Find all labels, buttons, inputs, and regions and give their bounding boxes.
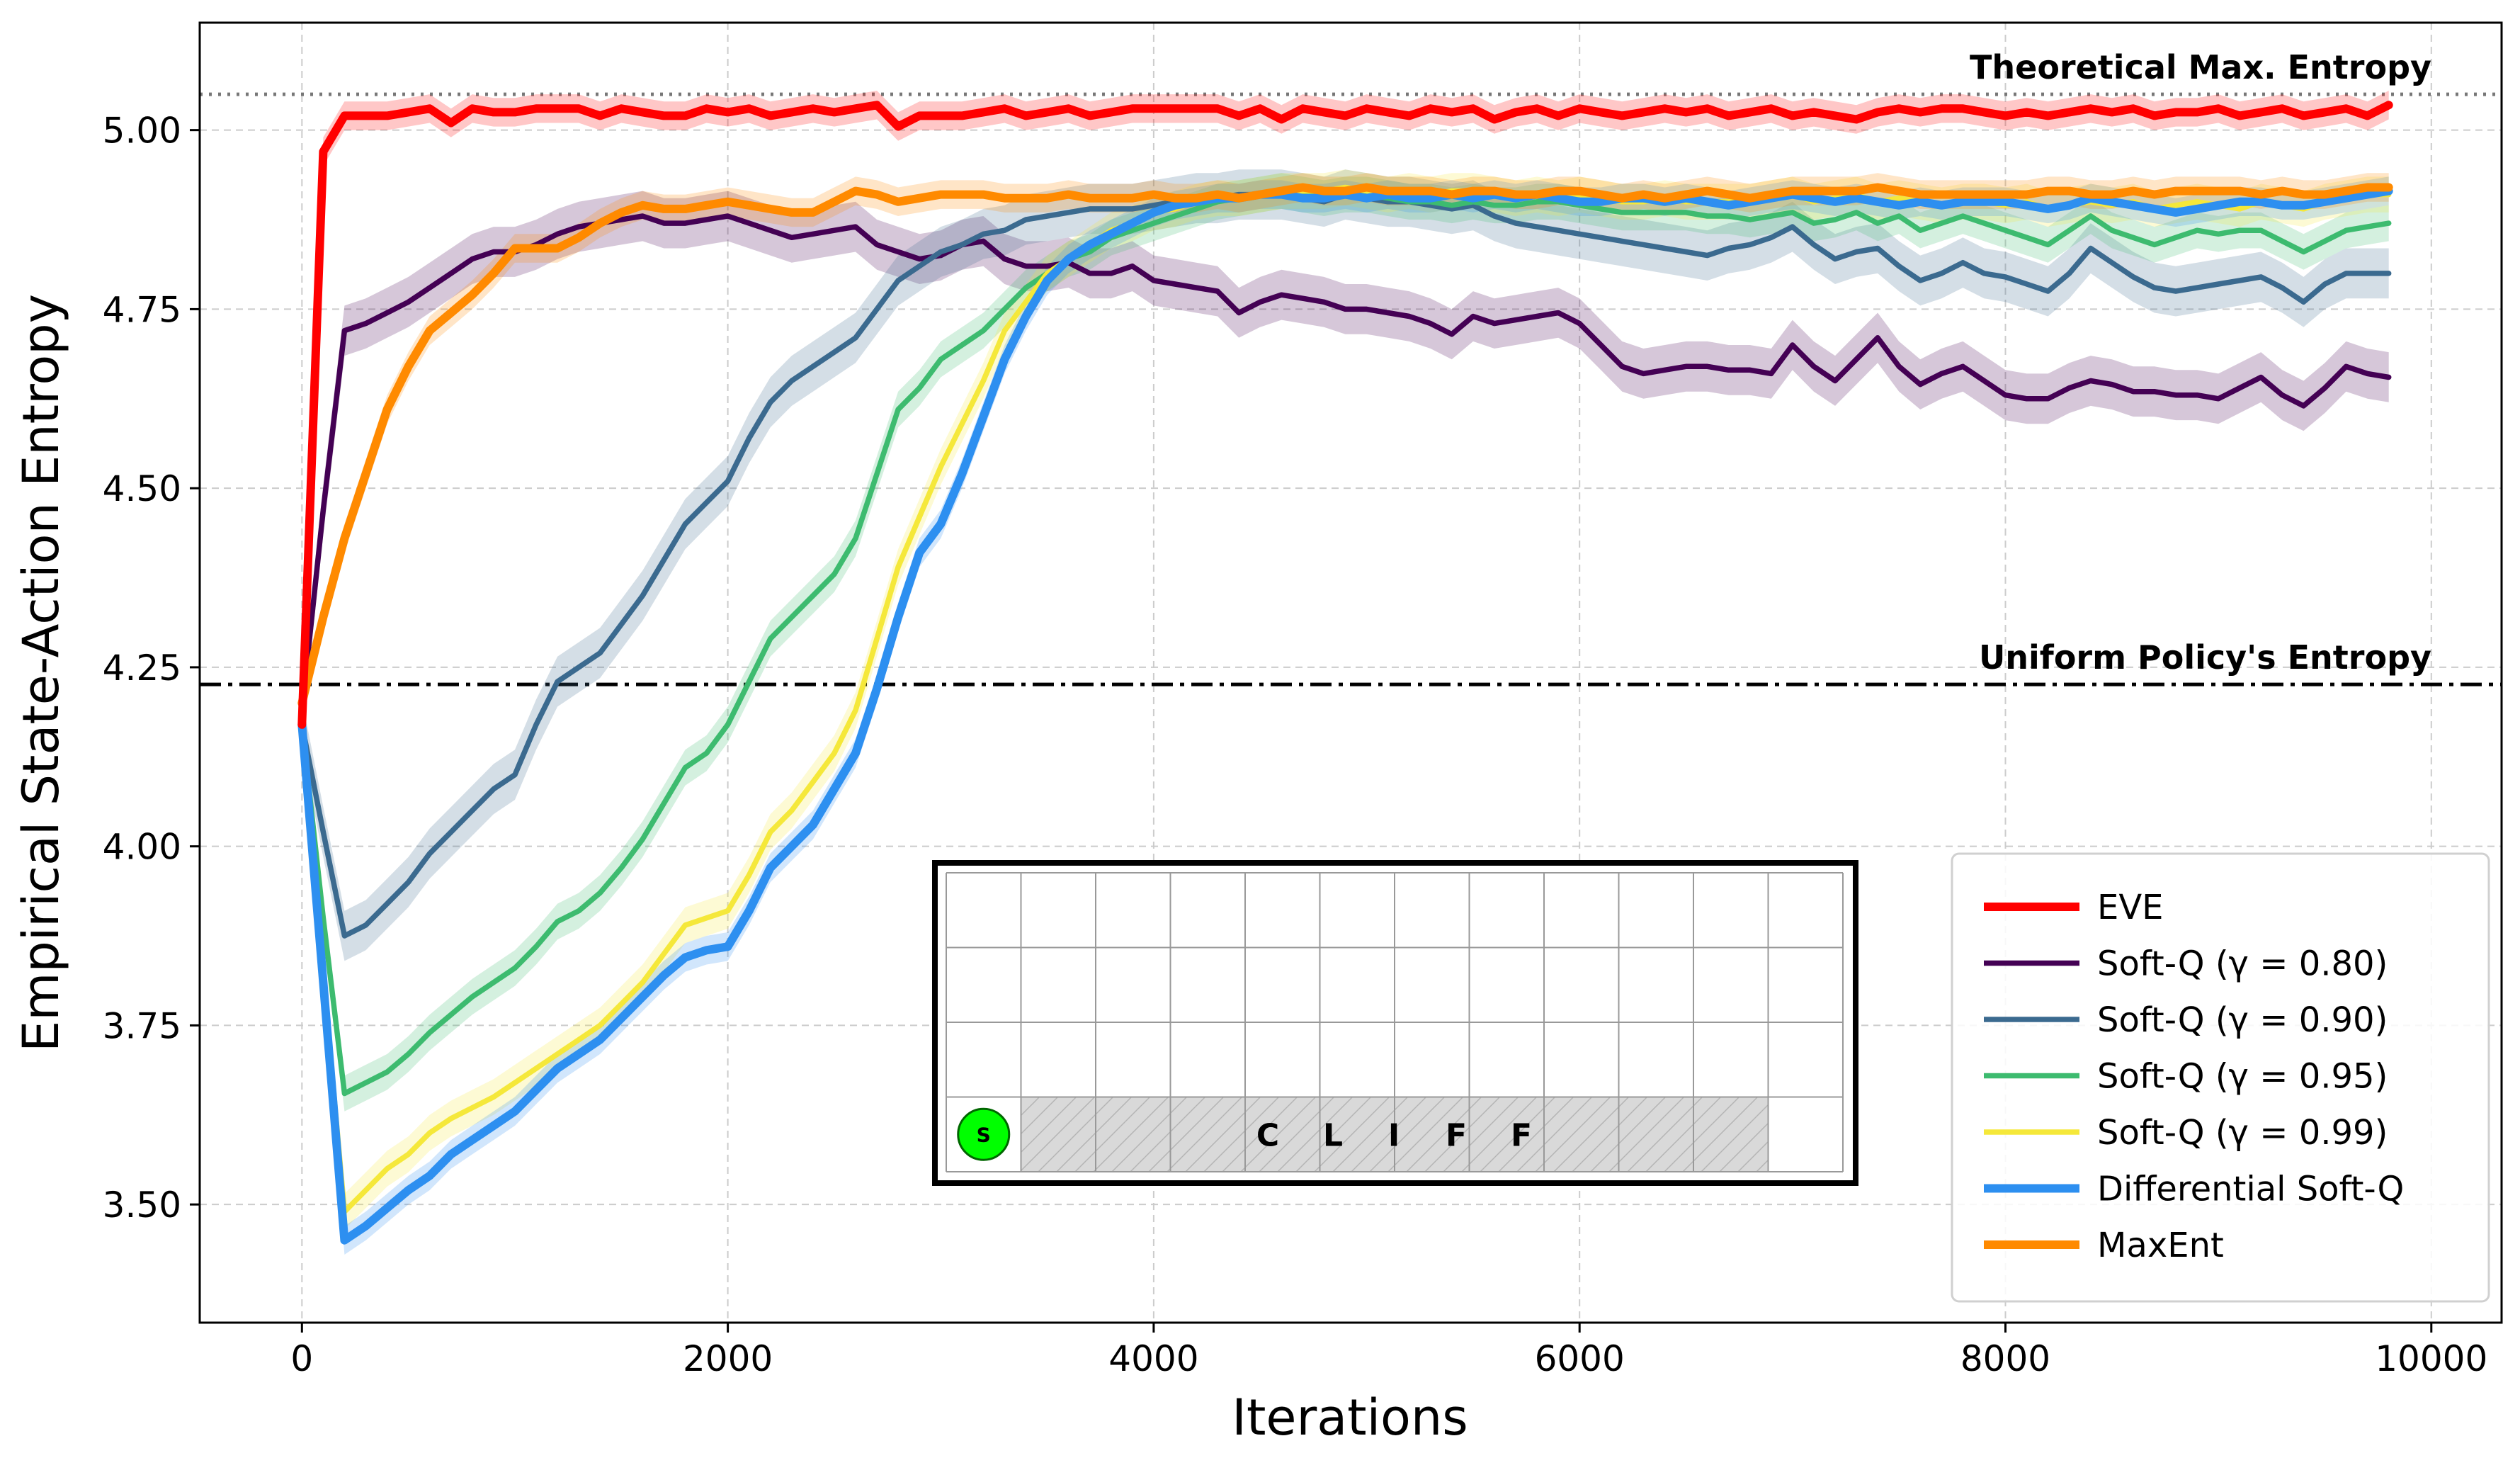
y-tick-label: 4.00 (103, 827, 181, 868)
y-axis-label: Empirical State-Action Entropy (12, 294, 70, 1052)
y-tick-label: 4.50 (103, 468, 181, 509)
uniform-policy-label: Uniform Policy's Entropy (1979, 638, 2431, 677)
reference-lines: Theoretical Max. Entropy Uniform Policy's… (200, 48, 2502, 686)
start-marker (957, 1107, 1011, 1161)
x-tick-label: 8000 (1960, 1338, 2050, 1379)
legend-label: MaxEnt (2097, 1226, 2224, 1265)
cliff-letter: L (1323, 1117, 1343, 1153)
plot-frame (198, 21, 2503, 1324)
legend-label: Soft-Q (γ = 0.90) (2097, 1000, 2388, 1040)
legend-label: EVE (2097, 888, 2164, 927)
x-tick-label: 10000 (2375, 1338, 2487, 1379)
band-2 (302, 169, 2389, 961)
x-tick-label: 0 (290, 1338, 313, 1379)
series-line-6 (297, 183, 2393, 708)
series-line-1 (299, 213, 2392, 713)
legend-label: Differential Soft-Q (2097, 1170, 2404, 1209)
series-lines (297, 101, 2393, 1245)
legend: EVE Soft-Q (γ = 0.80) Soft-Q (γ = 0.90) Sof… (1951, 852, 2490, 1303)
y-tick-label: 3.50 (103, 1185, 181, 1226)
cliff-letter: F (1446, 1117, 1467, 1153)
confidence-bands (302, 91, 2389, 1255)
legend-label: Soft-Q (γ = 0.95) (2097, 1057, 2388, 1097)
start-label: S (977, 1123, 991, 1146)
band-1 (302, 191, 2389, 736)
cliff-letter: F (1511, 1117, 1532, 1153)
cliff-letter: I (1388, 1117, 1400, 1153)
y-tick-label: 4.25 (103, 648, 181, 689)
x-tick-label: 2000 (683, 1338, 773, 1379)
x-axis-label: Iterations (1232, 1389, 1468, 1447)
x-tick-label: 4000 (1108, 1338, 1198, 1379)
legend-label: Soft-Q (γ = 0.80) (2097, 944, 2388, 984)
x-tick-label: 6000 (1535, 1338, 1625, 1379)
series-line-0 (297, 101, 2393, 729)
axes: 0 2000 4000 6000 8000 10000 3.50 3.75 4.00 4.25 4.… (103, 21, 2503, 1379)
legend-label: Soft-Q (γ = 0.99) (2097, 1113, 2388, 1153)
y-tick-label: 3.75 (103, 1005, 181, 1046)
theoretical-max-label: Theoretical Max. Entropy (1970, 48, 2431, 86)
y-tick-label: 4.75 (103, 289, 181, 330)
y-tick-label: 5.00 (103, 111, 181, 152)
legend-frame (1951, 852, 2490, 1303)
cliff-letter: C (1256, 1117, 1279, 1153)
